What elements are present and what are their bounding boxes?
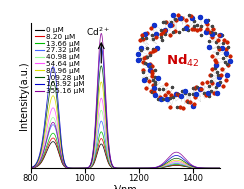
Text: Nd$_{42}$: Nd$_{42}$	[166, 52, 200, 69]
Legend: 0 μM, 8.20 μM, 13.66 μM, 27.32 μM, 40.98 μM, 54.64 μM, 81.96 μM, 109.28 μM, 163.: 0 μM, 8.20 μM, 13.66 μM, 27.32 μM, 40.98…	[34, 26, 85, 95]
Y-axis label: Intensity(a.u.): Intensity(a.u.)	[19, 61, 29, 130]
Circle shape	[157, 34, 209, 87]
Text: Cd$^{2+}$: Cd$^{2+}$	[86, 25, 110, 37]
X-axis label: λ/nm: λ/nm	[113, 185, 137, 189]
